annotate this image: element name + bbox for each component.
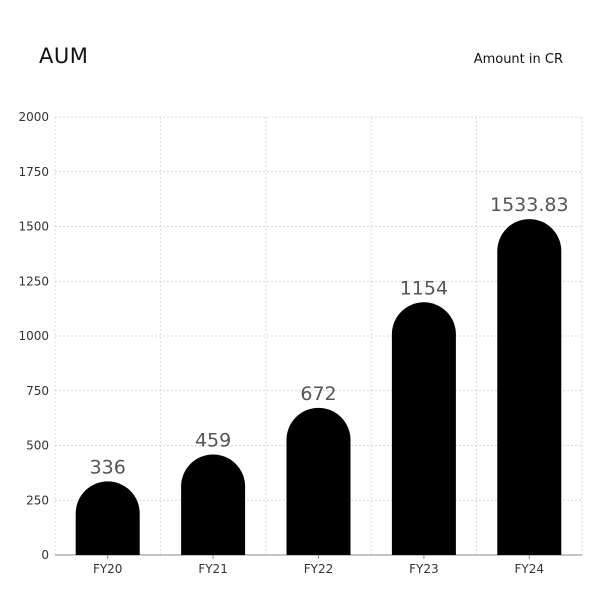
x-tick-label: FY24 (515, 562, 545, 576)
y-tick-label: 1250 (18, 274, 49, 288)
y-tick-label: 1000 (18, 329, 49, 343)
y-tick-label: 1750 (18, 165, 49, 179)
y-tick-label: 250 (26, 493, 49, 507)
x-tick-label: FY20 (93, 562, 123, 576)
chart-title: AUM (39, 44, 89, 68)
unit-note: Amount in CR (473, 52, 563, 67)
data-label-fy24: 1533.83 (490, 194, 569, 216)
y-tick-label: 2000 (18, 110, 49, 124)
x-tick-label: FY21 (198, 562, 228, 576)
x-tick-label: FY23 (409, 562, 439, 576)
x-tick-label: FY22 (304, 562, 334, 576)
data-label-fy22: 672 (300, 383, 336, 405)
y-tick-label: 1500 (18, 220, 49, 234)
data-label-fy21: 459 (195, 429, 231, 451)
y-tick-label: 0 (41, 548, 49, 562)
bar-fy23 (391, 302, 456, 555)
bar-fy21 (181, 454, 246, 555)
data-label-fy23: 1154 (400, 277, 448, 299)
y-tick-label: 500 (26, 439, 49, 453)
bar-fy22 (286, 407, 351, 555)
y-tick-label: 750 (26, 384, 49, 398)
bar-fy20 (75, 481, 140, 555)
data-label-fy20: 336 (90, 456, 126, 478)
bar-fy24 (497, 219, 562, 555)
